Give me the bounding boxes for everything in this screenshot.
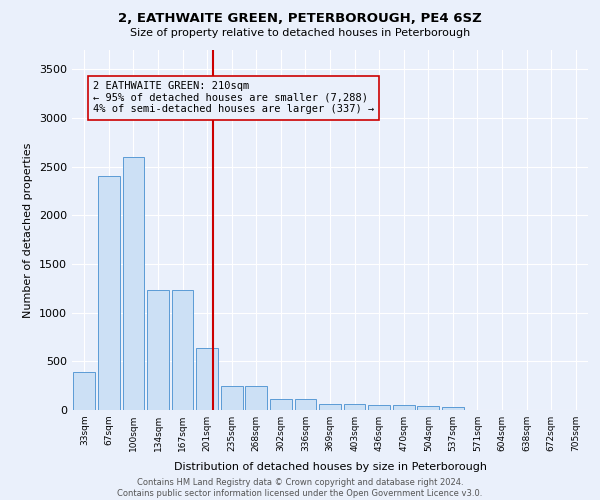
Bar [245,386,267,410]
Bar [319,404,341,410]
Bar [73,372,95,410]
Bar [270,400,292,410]
Text: Contains HM Land Registry data © Crown copyright and database right 2024.
Contai: Contains HM Land Registry data © Crown c… [118,478,482,498]
X-axis label: Distribution of detached houses by size in Peterborough: Distribution of detached houses by size … [173,462,487,472]
Bar [221,386,242,410]
Y-axis label: Number of detached properties: Number of detached properties [23,142,34,318]
Bar [368,404,390,410]
Text: Size of property relative to detached houses in Peterborough: Size of property relative to detached ho… [130,28,470,38]
Bar [442,407,464,410]
Text: 2 EATHWAITE GREEN: 210sqm
← 95% of detached houses are smaller (7,288)
4% of sem: 2 EATHWAITE GREEN: 210sqm ← 95% of detac… [93,81,374,114]
Text: 2, EATHWAITE GREEN, PETERBOROUGH, PE4 6SZ: 2, EATHWAITE GREEN, PETERBOROUGH, PE4 6S… [118,12,482,26]
Bar [344,404,365,410]
Bar [295,400,316,410]
Bar [172,290,193,410]
Bar [98,176,119,410]
Bar [122,157,144,410]
Bar [196,348,218,410]
Bar [418,406,439,410]
Bar [147,290,169,410]
Bar [393,404,415,410]
